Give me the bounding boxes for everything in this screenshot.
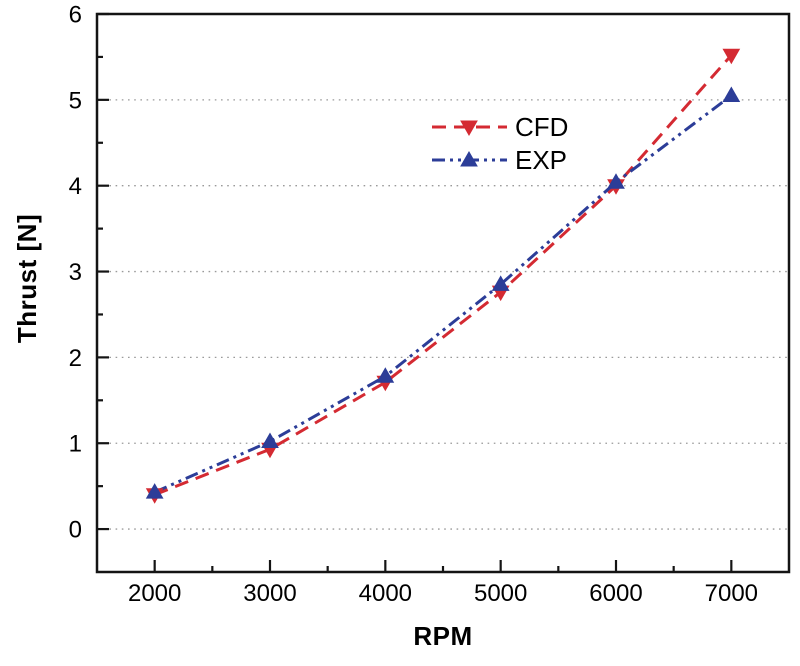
exp-marker — [376, 367, 395, 383]
exp-marker — [722, 86, 741, 103]
cfd-line — [154, 54, 733, 497]
y-tick-label: 1 — [69, 431, 82, 458]
x-axis-label: RPM — [97, 621, 789, 652]
x-tick-label: 7000 — [705, 580, 758, 607]
exp-marker — [145, 483, 164, 499]
cfd-marker — [722, 48, 741, 65]
y-tick-label: 4 — [69, 173, 82, 200]
legend-label: CFD — [515, 112, 568, 142]
legend-label: EXP — [515, 145, 567, 175]
legend-cfd-marker — [460, 120, 478, 137]
y-axis-label: Thrust [N] — [6, 176, 50, 380]
plot-frame — [95, 12, 791, 574]
exp-marker — [261, 432, 279, 449]
x-tick-label: 3000 — [243, 580, 296, 607]
x-tick-label: 2000 — [128, 580, 181, 607]
x-axis-label-text: RPM — [413, 621, 473, 651]
exp-marker — [607, 173, 625, 189]
y-tick-label: 2 — [69, 345, 82, 372]
x-tick-label: 4000 — [359, 580, 412, 607]
x-tick-label: 5000 — [474, 580, 527, 607]
y-tick-label: 5 — [69, 87, 82, 114]
y-tick-label: 6 — [69, 2, 82, 29]
exp-line — [154, 94, 733, 494]
legend-exp-marker — [460, 150, 478, 167]
y-tick-label: 0 — [69, 517, 82, 544]
y-axis-label-text: Thrust [N] — [12, 213, 43, 343]
x-tick-label: 6000 — [589, 580, 642, 607]
exp-marker — [491, 275, 510, 291]
y-tick-label: 3 — [69, 259, 82, 286]
